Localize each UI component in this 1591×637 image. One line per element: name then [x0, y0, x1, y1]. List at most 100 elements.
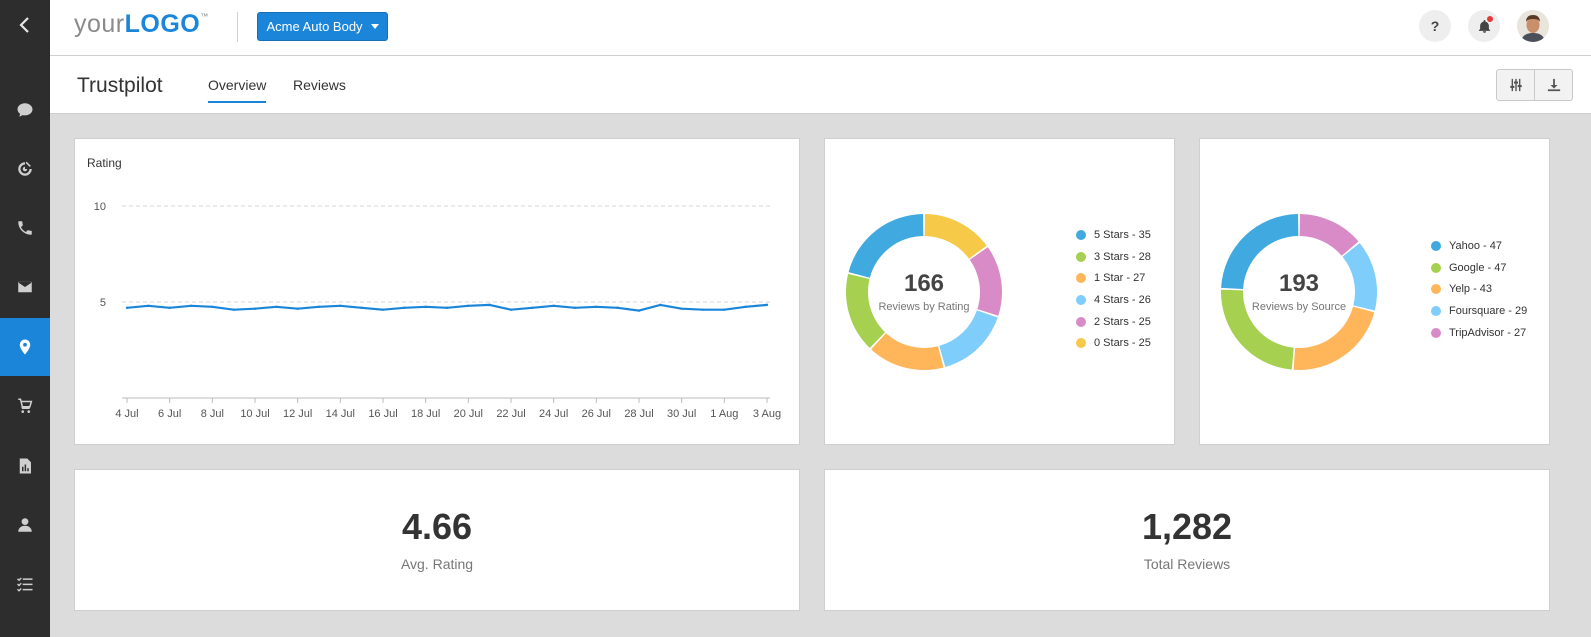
- rating-data-point: [296, 307, 299, 310]
- tasks-icon: [17, 577, 33, 592]
- logo-trademark: ™: [200, 12, 209, 21]
- logo[interactable]: yourLOGO™: [74, 10, 209, 39]
- rating-data-point: [744, 305, 747, 308]
- sidebar-item-email[interactable]: [0, 258, 50, 316]
- page-header: Trustpilot Overview Reviews: [50, 56, 1591, 114]
- rating-data-point: [275, 305, 278, 308]
- sidebar-item-ecommerce[interactable]: [0, 377, 50, 435]
- legend-label: 1 Star - 27: [1094, 272, 1146, 285]
- legend-item[interactable]: 1 Star - 27: [1076, 267, 1151, 289]
- user-icon: [18, 518, 32, 532]
- sidebar-item-calls[interactable]: [0, 199, 50, 257]
- legend-swatch: [1076, 294, 1086, 305]
- legend-item[interactable]: 4 Stars - 26: [1076, 289, 1151, 311]
- notification-badge: [1487, 16, 1493, 22]
- donut-slice-2-stars: [969, 247, 1003, 316]
- rating-data-point: [317, 305, 321, 308]
- legend-label: 2 Stars - 25: [1094, 315, 1151, 328]
- x-tick-label: 8 Jul: [201, 408, 224, 420]
- y-tick-label: 5: [100, 297, 106, 309]
- x-tick-label: 26 Jul: [582, 408, 611, 420]
- rating-data-point: [168, 306, 171, 309]
- chevron-left-icon: [19, 17, 29, 33]
- sidebar-item-reports[interactable]: [0, 437, 50, 495]
- rating-donut-label: Reviews by Rating: [878, 301, 970, 313]
- legend-swatch: [1076, 251, 1086, 262]
- caret-down-icon: [370, 24, 379, 29]
- legend-swatch: [1431, 305, 1441, 316]
- rating-donut-legend: 5 Stars - 35 3 Stars - 28 1 Star - 27 4 Sta…: [1076, 224, 1151, 354]
- rating-data-point: [253, 307, 257, 310]
- rating-data-point: [467, 304, 470, 308]
- source-donut-total: 193: [1278, 270, 1320, 297]
- legend-item[interactable]: Foursquare - 29: [1431, 300, 1527, 322]
- x-tick-label: 16 Jul: [368, 408, 397, 420]
- rating-data-point: [531, 306, 534, 309]
- total-reviews-label: Total Reviews: [1143, 556, 1231, 572]
- user-avatar[interactable]: [1517, 10, 1549, 42]
- sidebar-item-locations[interactable]: [0, 318, 50, 376]
- legend-label: Google - 47: [1449, 261, 1507, 274]
- rating-data-point: [424, 305, 427, 308]
- sidebar-item-chat[interactable]: [0, 81, 50, 139]
- rating-data-point: [595, 305, 598, 308]
- legend-label: 3 Stars - 28: [1094, 250, 1151, 263]
- x-tick-label: 20 Jul: [454, 408, 483, 420]
- sidebar-item-targeting[interactable]: [0, 140, 50, 198]
- legend-swatch: [1076, 273, 1086, 284]
- tab-overview[interactable]: Overview: [208, 77, 267, 103]
- legend-item[interactable]: 2 Stars - 25: [1076, 311, 1151, 333]
- rating-data-point: [381, 308, 385, 311]
- sidebar-item-tasks[interactable]: [0, 555, 50, 613]
- report-icon: [19, 458, 31, 474]
- legend-item[interactable]: TripAdvisor - 27: [1431, 322, 1527, 344]
- rating-data-point: [488, 303, 491, 307]
- legend-swatch: [1076, 229, 1086, 240]
- client-selector-label: Acme Auto Body: [266, 19, 363, 34]
- toolbar: [1496, 69, 1573, 101]
- rating-data-point: [232, 308, 235, 311]
- donut-slice-google: [1220, 289, 1294, 370]
- legend-label: Foursquare - 29: [1449, 304, 1528, 317]
- rating-data-point: [147, 304, 150, 308]
- legend-item[interactable]: 0 Stars - 25: [1076, 332, 1151, 354]
- help-button[interactable]: ?: [1419, 10, 1451, 42]
- rating-data-point: [765, 303, 769, 307]
- rating-data-point: [659, 303, 662, 307]
- legend-swatch: [1431, 262, 1441, 273]
- header-divider: [237, 12, 238, 42]
- x-tick-label: 6 Jul: [158, 408, 181, 420]
- help-icon: ?: [1430, 18, 1440, 34]
- x-tick-label: 18 Jul: [411, 408, 440, 420]
- client-selector-dropdown[interactable]: Acme Auto Body: [257, 12, 388, 41]
- logo-brand: LOGO: [124, 10, 201, 38]
- sidebar: [0, 0, 50, 637]
- download-button[interactable]: [1534, 70, 1572, 100]
- legend-label: TripAdvisor - 27: [1449, 326, 1527, 339]
- total-reviews-value: 1,282: [1141, 506, 1233, 547]
- notifications-button[interactable]: [1468, 10, 1500, 42]
- tab-reviews[interactable]: Reviews: [293, 77, 346, 93]
- top-bar: yourLOGO™ Acme Auto Body ?: [50, 0, 1591, 56]
- donut-slice-3-stars: [846, 273, 886, 349]
- donut-slice-0-stars: [924, 214, 987, 259]
- x-tick-label: 1 Aug: [710, 408, 738, 420]
- logo-prefix: your: [74, 10, 125, 38]
- rating-donut-card: 166 Reviews by Rating 5 Stars - 35 3 Star…: [824, 138, 1175, 445]
- x-tick-label: 24 Jul: [539, 408, 568, 420]
- sidebar-item-users[interactable]: [0, 496, 50, 554]
- collapse-sidebar-button[interactable]: [0, 0, 50, 50]
- legend-item[interactable]: 3 Stars - 28: [1076, 246, 1151, 268]
- legend-item[interactable]: Yelp - 43: [1431, 278, 1527, 300]
- legend-item[interactable]: Google - 47: [1431, 257, 1527, 279]
- rating-data-point: [445, 306, 449, 309]
- rating-donut-center: 166 Reviews by Rating: [864, 270, 984, 313]
- legend-item[interactable]: Yahoo - 47: [1431, 235, 1527, 257]
- donut-slice-yahoo: [1221, 214, 1299, 290]
- legend-swatch: [1431, 240, 1441, 251]
- rating-data-point: [403, 306, 406, 309]
- legend-item[interactable]: 5 Stars - 35: [1076, 224, 1151, 246]
- avg-rating-value: 4.66: [401, 506, 473, 547]
- settings-button[interactable]: [1497, 70, 1534, 100]
- donut-slice-1-star: [871, 333, 944, 371]
